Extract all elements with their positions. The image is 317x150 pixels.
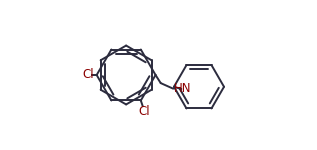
Text: HN: HN [174, 82, 191, 96]
Text: Cl: Cl [82, 69, 94, 81]
Text: Cl: Cl [139, 105, 150, 118]
